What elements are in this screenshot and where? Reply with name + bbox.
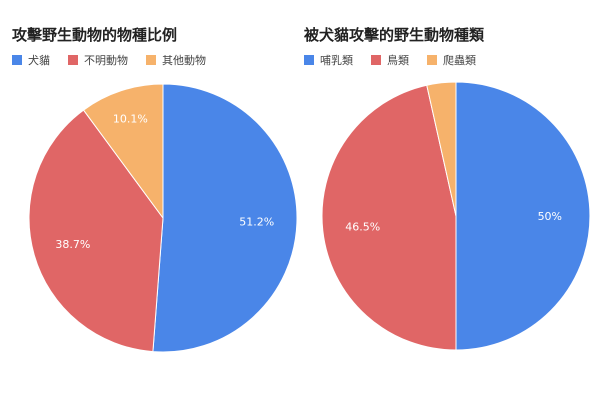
chart-title: 攻擊野生動物的物種比例 [12,26,178,44]
pie-chart-attackers: 攻擊野生動物的物種比例 犬貓 不明動物 其他動物 51.2% 38.7% 10.1% [12,26,298,353]
legend-swatch [427,55,437,65]
legend-item: 鳥類 [371,52,409,68]
legend: 犬貓 不明動物 其他動物 [12,52,206,68]
pie-plot: 51.2% 38.7% 10.1% [28,83,298,353]
pie-slice [426,81,457,217]
legend-label: 不明動物 [84,54,128,67]
pie-slice [455,81,591,351]
legend-swatch [68,55,78,65]
legend-label: 鳥類 [387,54,409,67]
legend-label: 其他動物 [162,54,206,67]
data-label: 10.1% [113,113,148,126]
pie-slice [82,83,164,220]
pie-slice [28,109,164,353]
legend-swatch [304,55,314,65]
data-label: 46.5% [345,220,380,233]
legend-label: 爬蟲類 [443,54,476,67]
legend-swatch [12,55,22,65]
legend-item: 其他動物 [146,52,206,68]
legend-item: 哺乳類 [304,52,353,68]
data-label: 51.2% [239,216,274,229]
legend-swatch [371,55,381,65]
pie-plot: 50% 46.5% [321,81,591,351]
data-label: 38.7% [55,238,90,251]
legend-label: 哺乳類 [320,54,353,67]
legend: 哺乳類 鳥類 爬蟲類 [304,52,476,68]
pie-slice [321,84,457,351]
legend-label: 犬貓 [28,54,50,67]
legend-item: 不明動物 [68,52,128,68]
legend-swatch [146,55,156,65]
pie-chart-victims: 被犬貓攻擊的野生動物種類 哺乳類 鳥類 爬蟲類 50% 46.5% [300,0,600,400]
chart-title: 被犬貓攻擊的野生動物種類 [304,26,485,44]
data-label: 50% [538,210,562,223]
pie-slice [152,83,298,353]
legend-item: 爬蟲類 [427,52,476,68]
legend-item: 犬貓 [12,52,50,68]
